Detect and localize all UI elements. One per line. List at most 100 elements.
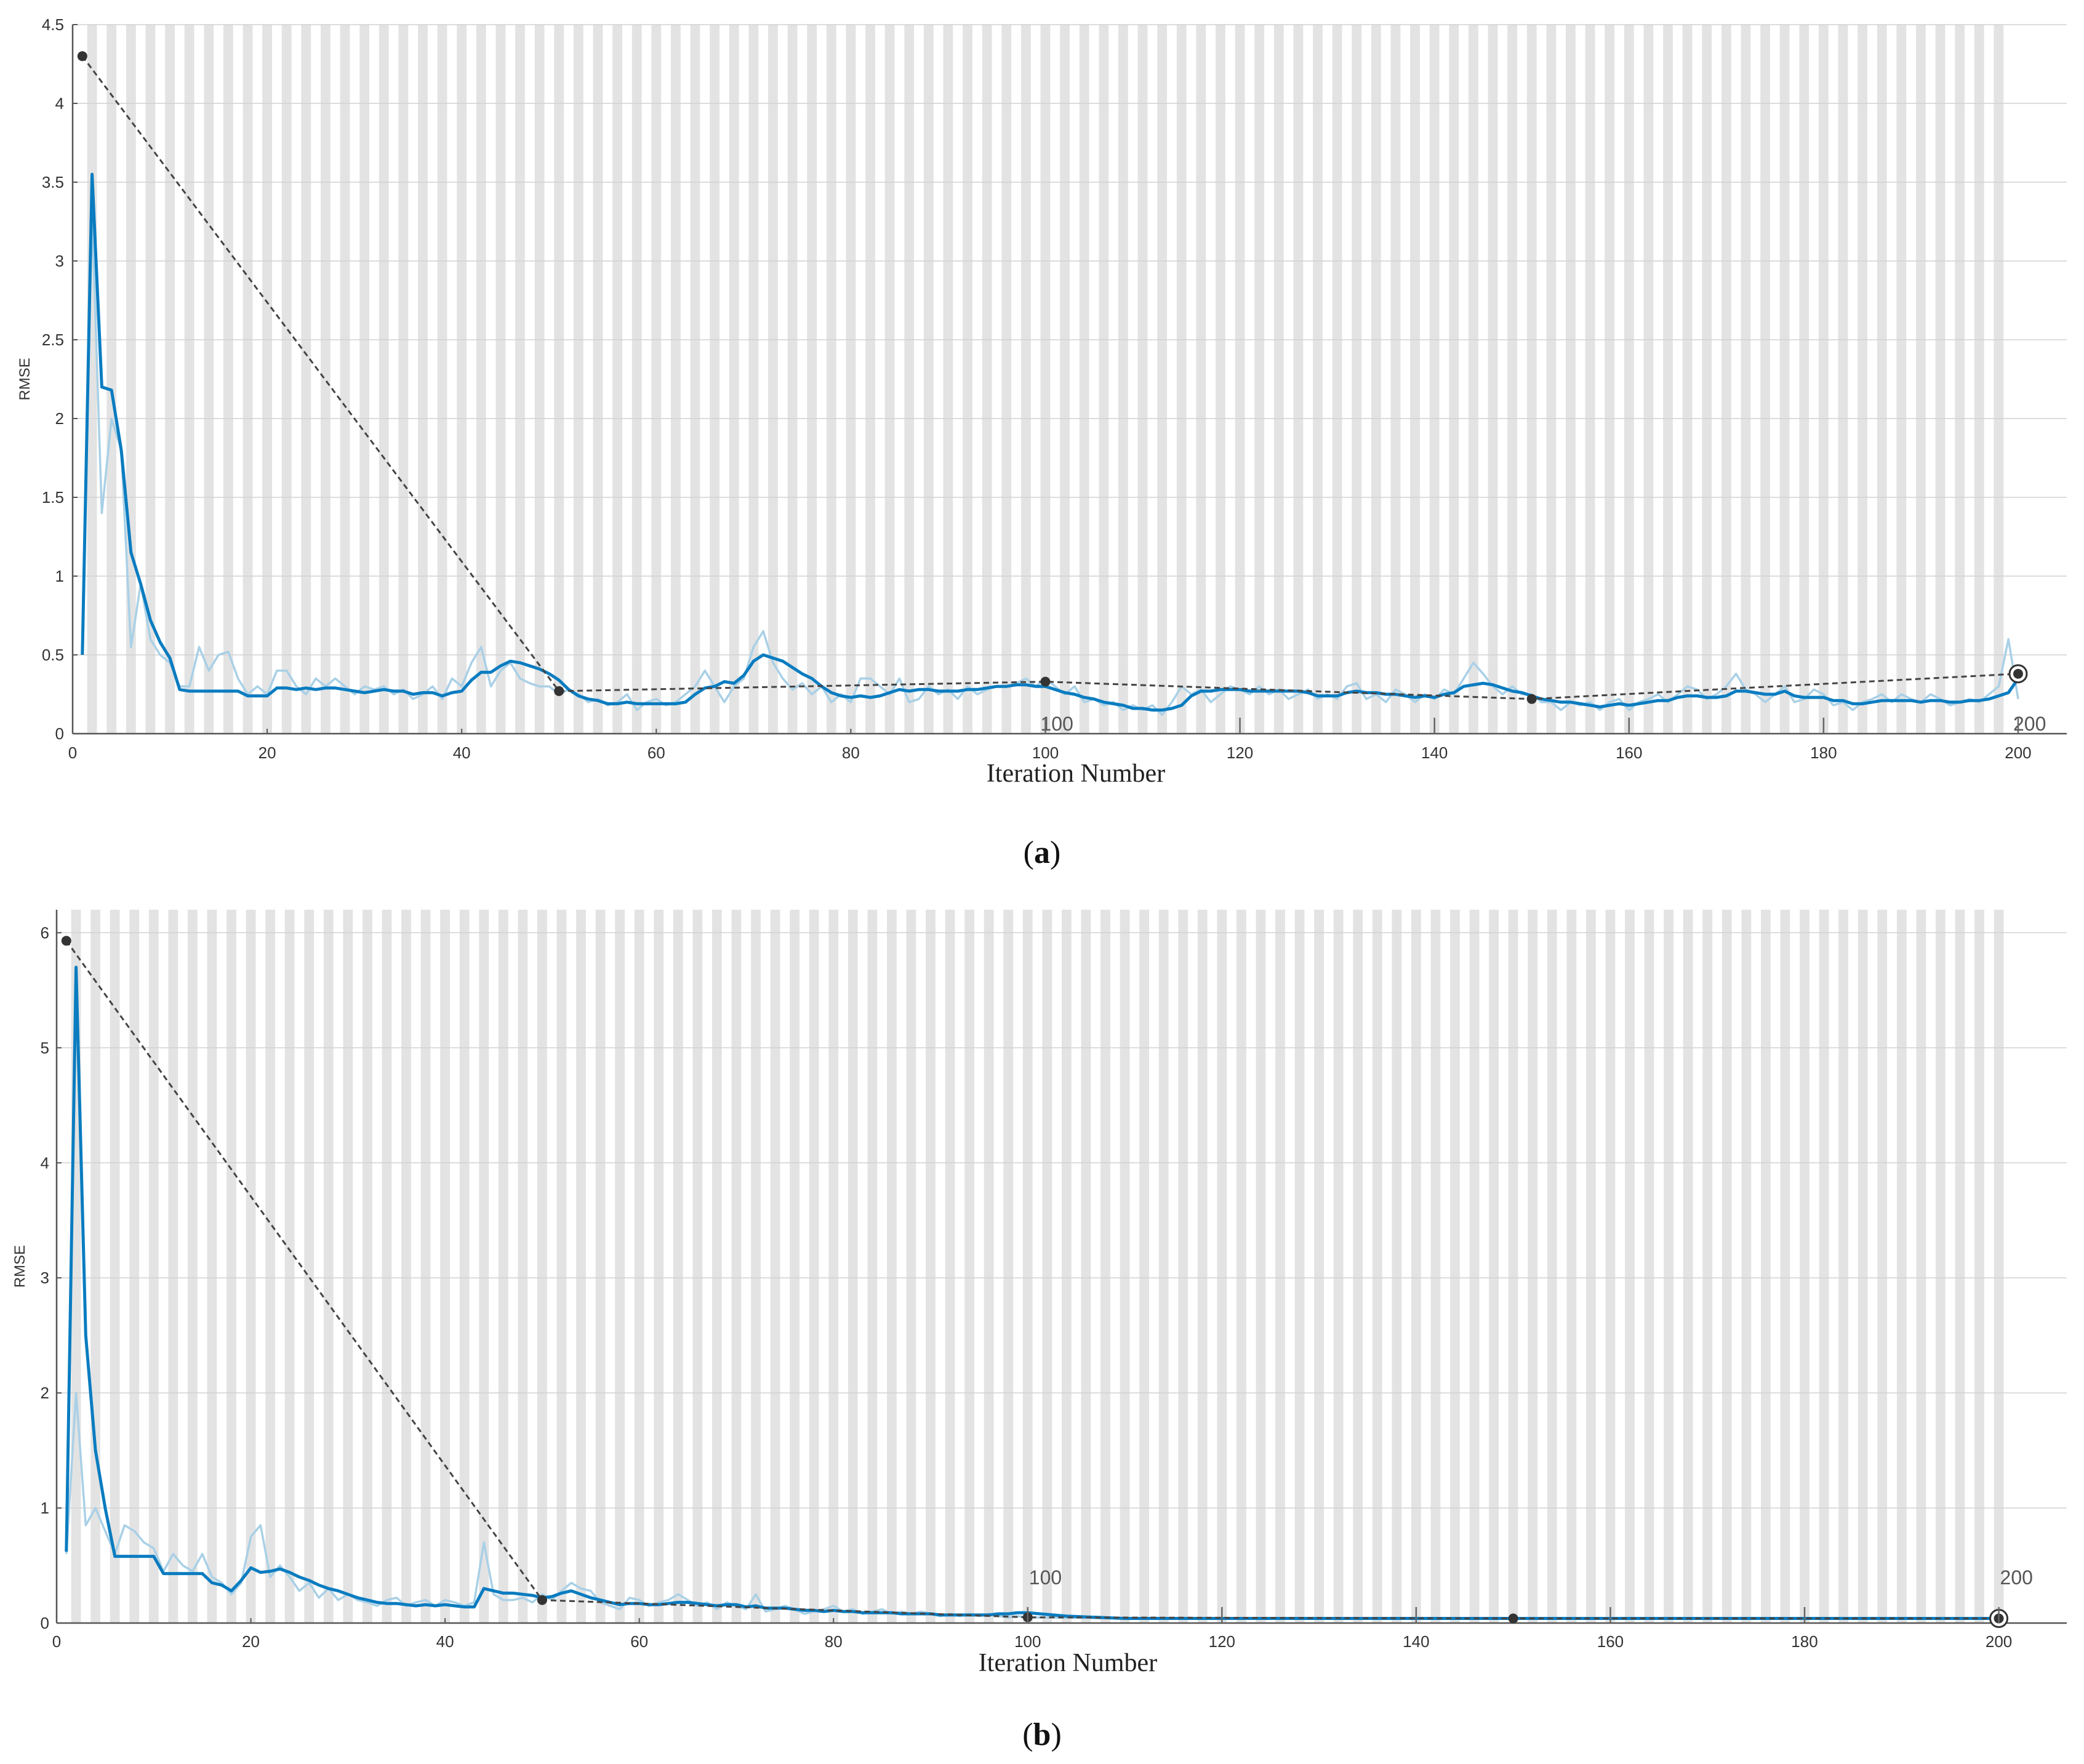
panel-b-iteration-stripe bbox=[343, 910, 353, 1623]
panel-a-iteration-stripe bbox=[1273, 25, 1284, 734]
panel-a-iteration-stripe bbox=[1682, 25, 1693, 734]
panel-b-iteration-stripe bbox=[226, 910, 236, 1623]
panel-b-iteration-stripe bbox=[1625, 910, 1635, 1623]
panel-b-iteration-stripe bbox=[1158, 910, 1169, 1623]
panel-a-iteration-stripe bbox=[476, 25, 486, 734]
panel-a-x-axis-label: Iteration Number bbox=[987, 760, 1165, 788]
panel-b-iteration-stripe bbox=[1916, 910, 1926, 1623]
panel-a-y-tick-label: 0 bbox=[55, 724, 64, 743]
panel-b-iteration-stripe bbox=[129, 910, 140, 1623]
panel-a-x-tick-label: 80 bbox=[842, 744, 860, 762]
panel-a-iteration-stripe bbox=[1001, 25, 1012, 734]
panel-b-iteration-stripe bbox=[382, 910, 392, 1623]
panel-a-iteration-stripe bbox=[923, 25, 934, 734]
panel-a-iteration-stripe bbox=[398, 25, 409, 734]
panel-a-iteration-stripe bbox=[1157, 25, 1168, 734]
panel-a-iteration-stripe bbox=[1196, 25, 1206, 734]
panel-b-iteration-stripe bbox=[615, 910, 625, 1623]
panel-b-iteration-stripe bbox=[712, 910, 722, 1623]
panel-a-iteration-stripe bbox=[1877, 25, 1887, 734]
panel-b-x-tick-label: 60 bbox=[630, 1632, 648, 1651]
panel-a-iteration-stripe bbox=[1235, 25, 1245, 734]
panel-b-iteration-stripe bbox=[556, 910, 567, 1623]
panel-a-iteration-stripe bbox=[340, 25, 350, 734]
panel-a-iteration-stripe bbox=[515, 25, 525, 734]
panel-a-iteration-stripe bbox=[281, 25, 292, 734]
panel-b-iteration-stripe bbox=[1508, 910, 1518, 1623]
panel-a-iteration-stripe bbox=[321, 25, 331, 734]
panel-b-iteration-stripe bbox=[1392, 910, 1402, 1623]
panel-b-iteration-stripe bbox=[1566, 910, 1577, 1623]
panel-b-x-tick-label: 180 bbox=[1791, 1632, 1817, 1651]
panel-a-iteration-stripe bbox=[710, 25, 720, 734]
panel-b-iteration-stripe bbox=[867, 910, 878, 1623]
panel-a-iteration-stripe bbox=[184, 25, 194, 734]
panel-a-iteration-stripe bbox=[1663, 25, 1673, 734]
panel-b-iteration-stripe bbox=[1256, 910, 1266, 1623]
panel-a-iteration-stripe bbox=[457, 25, 467, 734]
panel-a-iteration-stripe bbox=[1449, 25, 1459, 734]
panel-b-iteration-stripe bbox=[848, 910, 858, 1623]
panel-a-iteration-stripe bbox=[301, 25, 311, 734]
panel-b-iteration-stripe bbox=[537, 910, 547, 1623]
panel-a-iteration-stripe bbox=[612, 25, 622, 734]
panel-b-validation-point bbox=[537, 1595, 547, 1605]
panel-b-x-tick-label: 200 bbox=[1986, 1632, 2012, 1651]
panel-a-iteration-stripe bbox=[865, 25, 875, 734]
panel-b-iteration-stripe bbox=[595, 910, 606, 1623]
panel-a-iteration-stripe bbox=[593, 25, 603, 734]
panel-b-x-axis-label: Iteration Number bbox=[979, 1649, 1157, 1677]
panel-b-iteration-stripe bbox=[984, 910, 994, 1623]
panel-b-iteration-stripe bbox=[518, 910, 528, 1623]
panel-a-x-tick-label: 40 bbox=[453, 744, 471, 762]
panel-a-iteration-stripe bbox=[1721, 25, 1731, 734]
panel-a-x-tick-label: 140 bbox=[1421, 744, 1448, 762]
panel-b-iteration-stripe bbox=[1314, 910, 1324, 1623]
panel-b-y-tick-label: 3 bbox=[41, 1269, 49, 1287]
panel-b-iteration-stripe bbox=[1294, 910, 1305, 1623]
panel-a-x-tick-label: 60 bbox=[647, 744, 665, 762]
panel-a-validation-point bbox=[2013, 668, 2023, 679]
panel-a-iteration-stripe bbox=[573, 25, 583, 734]
panel-a: 0 20 40 60 80 100 120 140 160 180 200 0 0.5 1 1.5 2 2.5 3… bbox=[17, 15, 2067, 870]
panel-a-iteration-stripe bbox=[846, 25, 856, 734]
panel-a-iteration-stripe bbox=[204, 25, 214, 734]
panel-a-grid bbox=[73, 24, 2067, 655]
panel-b-iteration-stripe bbox=[323, 910, 334, 1623]
panel-b-iteration-stripe bbox=[148, 910, 159, 1623]
panel-b-iteration-stripe bbox=[1062, 910, 1072, 1623]
panel-b-iteration-stripe bbox=[479, 910, 489, 1623]
panel-a-iteration-stripe bbox=[1760, 25, 1770, 734]
panel-a-smoothed-rmse-line bbox=[81, 172, 2020, 712]
panel-b-iteration-stripe bbox=[90, 910, 100, 1623]
panel-a-iteration-stripe bbox=[1137, 25, 1148, 734]
panel-a-x-tick-label: 0 bbox=[68, 744, 77, 762]
panel-a-iteration-stripe bbox=[1585, 25, 1595, 734]
panel-b-iteration-stripe bbox=[751, 910, 761, 1623]
panel-a-iteration-stripe bbox=[1605, 25, 1615, 734]
panel-a-validation-trend-line bbox=[81, 55, 2019, 700]
panel-b-iteration-stripe bbox=[284, 910, 295, 1623]
panel-b-iteration-stripe bbox=[207, 910, 217, 1623]
panel-a-y-tick-label: 4.5 bbox=[42, 15, 64, 34]
panel-b-iteration-stripe bbox=[1974, 910, 1984, 1623]
panel-b-iteration-stripe bbox=[1178, 910, 1188, 1623]
panel-a-iteration-stripe bbox=[1702, 25, 1712, 734]
panel-a-x-tick-label: 160 bbox=[1616, 744, 1642, 762]
panel-b-y-axis-label: RMSE bbox=[12, 1245, 28, 1288]
panel-a-iteration-stripe bbox=[768, 25, 778, 734]
panel-a-iteration-stripe bbox=[787, 25, 798, 734]
panel-a-iteration-stripe bbox=[1410, 25, 1420, 734]
panel-b-iteration-stripe bbox=[692, 910, 703, 1623]
panel-b-x-tick-label: 100 bbox=[1014, 1632, 1041, 1651]
panel-a-iteration-stripe bbox=[554, 25, 564, 734]
panel-a-iteration-stripe bbox=[1099, 25, 1109, 734]
panel-b-point-annotation: 200 bbox=[2000, 1566, 2033, 1589]
panel-b-y-tick-label: 4 bbox=[41, 1153, 49, 1172]
panel-a-iteration-stripe bbox=[982, 25, 992, 734]
panel-a-x-tick-label: 180 bbox=[1810, 744, 1837, 762]
panel-a-iteration-stripe bbox=[1313, 25, 1323, 734]
panel-b-iteration-stripe bbox=[1702, 910, 1713, 1623]
panel-b-iteration-stripe bbox=[168, 910, 178, 1623]
